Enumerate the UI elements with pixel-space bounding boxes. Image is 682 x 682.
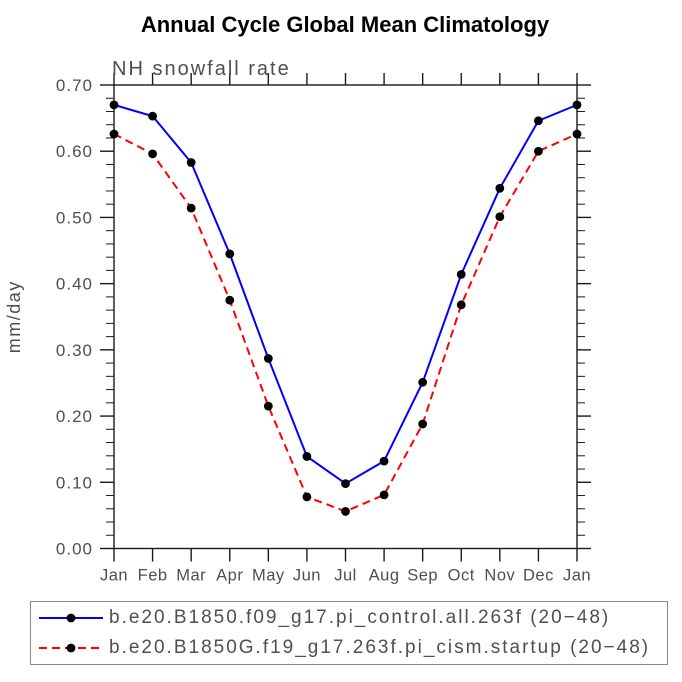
x-tick-label: Mar (176, 567, 206, 585)
legend-label: b.e20.B1850.f09_g17.pi_control.all.263f … (109, 606, 611, 628)
chart-subtitle: NH snowfall rate (112, 58, 291, 80)
data-point-marker (379, 490, 389, 500)
data-point-marker (341, 479, 350, 489)
x-tick-label: Dec (523, 567, 554, 585)
data-point-marker (225, 295, 235, 305)
x-tick-label: Jan (563, 567, 591, 585)
y-tick-label: 0.10 (56, 473, 93, 492)
legend-line-sample-solid (39, 613, 103, 623)
data-point-marker (418, 419, 428, 429)
data-point-marker (109, 100, 119, 110)
x-tick-label: Nov (484, 567, 515, 585)
data-point-marker (186, 158, 196, 167)
x-tick-label: Jul (334, 567, 357, 585)
x-tick-label: Jan (100, 567, 128, 585)
data-point-marker (495, 212, 505, 222)
x-tick-label: Jun (293, 567, 321, 585)
legend-marker-icon (66, 613, 76, 623)
x-tick-label: Sep (407, 567, 438, 585)
data-point-marker (456, 300, 466, 310)
plot-frame (113, 84, 578, 550)
x-tick-label: May (252, 567, 285, 585)
data-point-marker (263, 354, 273, 363)
data-point-marker (418, 377, 428, 387)
y-tick-label: 0.70 (56, 76, 93, 95)
y-tick-label: 0.50 (56, 208, 93, 227)
data-point-marker (186, 203, 196, 213)
data-point-marker (263, 401, 273, 411)
y-tick-label: 0.00 (56, 540, 93, 559)
chart-title: Annual Cycle Global Mean Climatology (140, 12, 550, 37)
data-point-marker (379, 456, 389, 466)
y-axis-label: mm/day (4, 280, 24, 353)
data-point-marker (341, 507, 350, 516)
legend-box: b.e20.B1850.f09_g17.pi_control.all.263f … (30, 601, 668, 665)
x-tick-label: Feb (138, 567, 168, 585)
data-point-marker (456, 269, 466, 279)
data-point-marker (302, 452, 312, 461)
data-point-marker (302, 492, 312, 502)
x-tick-label: Oct (448, 567, 475, 585)
data-point-marker (148, 149, 157, 159)
legend-item-control: b.e20.B1850.f09_g17.pi_control.all.263f … (31, 603, 667, 632)
series-line-1 (113, 133, 578, 513)
y-tick-label: 0.60 (56, 142, 93, 161)
data-point-marker (225, 249, 235, 259)
legend-label: b.e20.B1850G.f19_g17.263f.pi_cism.startu… (109, 637, 651, 659)
x-tick-label: Aug (369, 567, 400, 585)
legend-item-cism: b.e20.B1850G.f19_g17.263f.pi_cism.startu… (31, 634, 667, 663)
legend-marker-icon (66, 643, 76, 653)
x-tick-label: Apr (216, 567, 243, 585)
data-point-marker (148, 111, 157, 121)
data-point-marker (534, 116, 543, 126)
y-tick-label: 0.40 (56, 275, 93, 294)
y-tick-label: 0.30 (56, 341, 93, 360)
legend-line-sample-dashed (39, 643, 103, 653)
data-point-marker (534, 146, 543, 156)
data-point-marker (495, 183, 505, 193)
y-tick-label: 0.20 (56, 407, 93, 426)
data-point-marker (109, 129, 119, 139)
series-line-0 (113, 103, 578, 485)
data-point-marker (572, 100, 582, 110)
data-point-marker (572, 129, 582, 139)
